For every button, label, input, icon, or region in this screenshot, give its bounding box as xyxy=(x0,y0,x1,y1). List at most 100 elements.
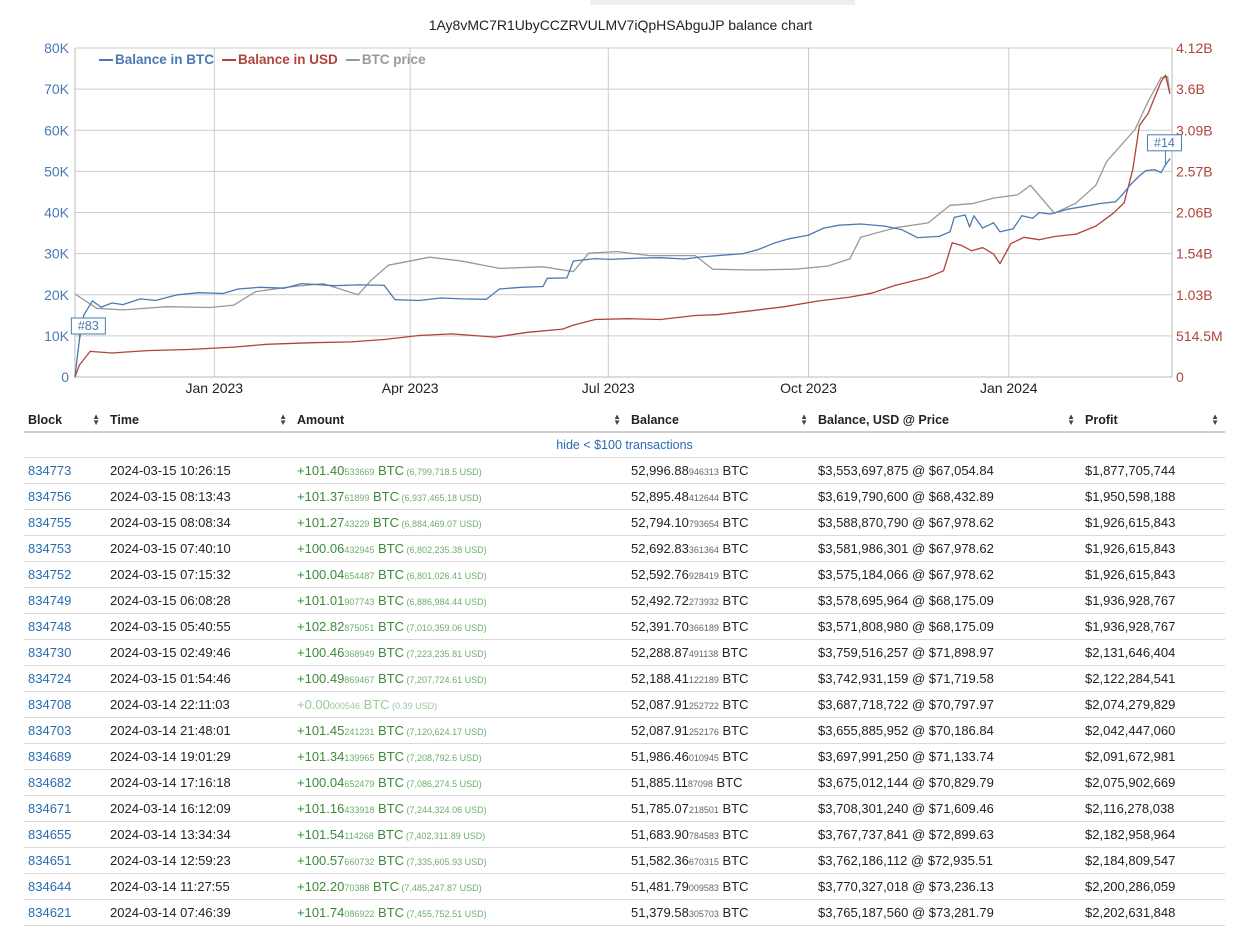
x-tick-label: Jul 2023 xyxy=(582,380,635,395)
table-row: 834703 2024-03-14 21:48:01 +101.45241231 B… xyxy=(24,717,1225,744)
data-point-btc-price xyxy=(74,293,76,295)
col-time-header[interactable]: Time ▲ ▼ xyxy=(106,409,293,433)
amount-value: +0.00 xyxy=(297,697,330,712)
block-link[interactable]: 834756 xyxy=(24,483,106,510)
balance-value: 51,785.07 xyxy=(631,801,689,816)
amount-satoshi-digits: 61899 xyxy=(344,493,370,503)
data-point-btc-price xyxy=(1095,184,1097,186)
data-point-balance-in-btc xyxy=(418,299,420,302)
amount-value: +100.06 xyxy=(297,541,345,556)
amount-unit: BTC xyxy=(373,827,404,842)
table-header-row: Block ▲ ▼ Time ▲ ▼ Amount ▲ ▼ Balance ▲ ▼ Balanc… xyxy=(24,409,1225,433)
sort-icon[interactable]: ▲ ▼ xyxy=(1211,412,1219,427)
amount-satoshi-digits: 241231 xyxy=(344,727,375,737)
balance-unit: BTC xyxy=(718,801,749,816)
balance-usd-cell: $3,619,790,600 @ $68,432.89 xyxy=(814,483,1081,510)
series-line-balance-in-usd xyxy=(74,74,1171,378)
sort-icon[interactable]: ▲ ▼ xyxy=(279,412,287,427)
block-link[interactable]: 834689 xyxy=(24,743,106,770)
amount-usd: (6,802,235.38 USD) xyxy=(404,545,487,555)
balance-satoshi-digits: 928419 xyxy=(688,571,719,581)
amount-value: +102.20 xyxy=(297,879,345,894)
hide-small-transactions-link[interactable]: hide < $100 transactions xyxy=(24,432,1225,458)
amount-satoshi-digits: 000546 xyxy=(329,701,360,711)
balance-satoshi-digits: 491138 xyxy=(688,649,719,659)
balance-chart: 0 10K 20K 30K 40K 50K 60K 70K 80K 0 514.5M 1.03B 1.5… xyxy=(44,40,1223,395)
top-scroll-indicator xyxy=(590,0,855,5)
data-point-balance-in-usd xyxy=(89,350,91,352)
data-point-balance-in-usd xyxy=(562,328,564,330)
balance-value: 51,683.90 xyxy=(631,827,689,842)
col-block-header[interactable]: Block ▲ ▼ xyxy=(24,409,106,433)
block-link[interactable]: 834749 xyxy=(24,587,106,614)
data-point-btc-price xyxy=(927,222,929,224)
time-cell: 2024-03-14 22:11:03 xyxy=(106,691,293,718)
block-link[interactable]: 834651 xyxy=(24,847,106,874)
balance-value: 52,492.72 xyxy=(631,593,689,608)
data-point-balance-in-usd xyxy=(849,296,851,298)
block-link[interactable]: 834703 xyxy=(24,717,106,744)
balance-cell: 51,683.90784583 BTC xyxy=(627,821,814,848)
profit-cell: $1,936,928,767 xyxy=(1081,613,1225,640)
amount-satoshi-digits: 086922 xyxy=(344,909,375,919)
balance-usd-cell: $3,765,187,560 @ $73,281.79 xyxy=(814,899,1081,926)
sort-icon[interactable]: ▲ ▼ xyxy=(800,412,808,427)
balance-satoshi-digits: 122189 xyxy=(688,675,719,685)
data-point-balance-in-usd xyxy=(1123,202,1125,204)
data-point-balance-in-btc xyxy=(300,283,302,285)
balance-cell: 52,492.72273932 BTC xyxy=(627,587,814,614)
data-point-balance-in-btc xyxy=(860,223,862,225)
data-point-balance-in-usd xyxy=(627,318,629,320)
time-cell: 2024-03-14 07:46:39 xyxy=(106,899,293,926)
block-link[interactable]: 834755 xyxy=(24,509,106,536)
sort-icon[interactable]: ▲ ▼ xyxy=(92,412,100,427)
balance-satoshi-digits: 366189 xyxy=(688,623,719,633)
y-right-tick-label: 3.6B xyxy=(1176,81,1205,97)
data-point-btc-price xyxy=(1160,76,1162,79)
data-point-balance-in-btc xyxy=(154,299,157,302)
block-link[interactable]: 834671 xyxy=(24,795,106,822)
data-point-btc-price xyxy=(209,306,211,309)
data-point-balance-in-btc xyxy=(139,298,141,300)
amount-usd: (7,086,274.5 USD) xyxy=(404,779,482,789)
y-right-tick-label: 1.03B xyxy=(1176,287,1213,303)
data-point-balance-in-usd xyxy=(999,263,1001,265)
block-link[interactable]: 834748 xyxy=(24,613,106,640)
sort-icon[interactable]: ▲ ▼ xyxy=(613,412,621,427)
data-point-balance-in-btc xyxy=(383,284,385,286)
balance-unit: BTC xyxy=(718,827,749,842)
table-row: 834689 2024-03-14 19:01:29 +101.34139965 B… xyxy=(24,743,1225,770)
amount-satoshi-digits: 869467 xyxy=(344,675,375,685)
annotation-label: #14 xyxy=(1154,136,1175,150)
block-link[interactable]: 834753 xyxy=(24,535,106,562)
sort-icon[interactable]: ▲ ▼ xyxy=(1067,412,1075,427)
block-link[interactable]: 834708 xyxy=(24,691,106,718)
amount-cell: +101.54114268 BTC (7,402,311.89 USD) xyxy=(293,821,627,848)
amount-cell: +101.01907743 BTC (6,886,984.44 USD) xyxy=(293,587,627,614)
block-link[interactable]: 834655 xyxy=(24,821,106,848)
profit-cell: $2,116,278,038 xyxy=(1081,795,1225,822)
balance-satoshi-digits: 361364 xyxy=(688,545,719,555)
col-balance-usd-header[interactable]: Balance, USD @ Price ▲ ▼ xyxy=(814,409,1081,433)
data-point-balance-in-btc xyxy=(566,277,568,279)
data-point-btc-price xyxy=(616,251,618,253)
data-point-balance-in-btc xyxy=(992,222,995,224)
series-line-btc-price xyxy=(74,76,1171,311)
amount-usd: (7,455,752.51 USD) xyxy=(404,909,487,919)
data-point-balance-in-btc xyxy=(1066,208,1069,210)
data-point-balance-in-usd xyxy=(942,270,945,272)
col-balance-header[interactable]: Balance ▲ ▼ xyxy=(627,409,814,433)
block-link[interactable]: 834644 xyxy=(24,873,106,900)
block-link[interactable]: 834621 xyxy=(24,899,106,926)
data-point-balance-in-btc xyxy=(237,288,239,290)
block-link[interactable]: 834682 xyxy=(24,769,106,796)
col-amount-header[interactable]: Amount ▲ ▼ xyxy=(293,409,627,433)
block-link[interactable]: 834773 xyxy=(24,457,106,484)
col-profit-header[interactable]: Profit ▲ ▼ xyxy=(1081,409,1225,433)
block-link[interactable]: 834724 xyxy=(24,665,106,692)
data-point-balance-in-btc xyxy=(546,277,548,279)
block-link[interactable]: 834752 xyxy=(24,561,106,588)
block-link[interactable]: 834730 xyxy=(24,639,106,666)
data-point-balance-in-btc xyxy=(74,375,76,377)
balance-satoshi-digits: 305703 xyxy=(688,909,719,919)
